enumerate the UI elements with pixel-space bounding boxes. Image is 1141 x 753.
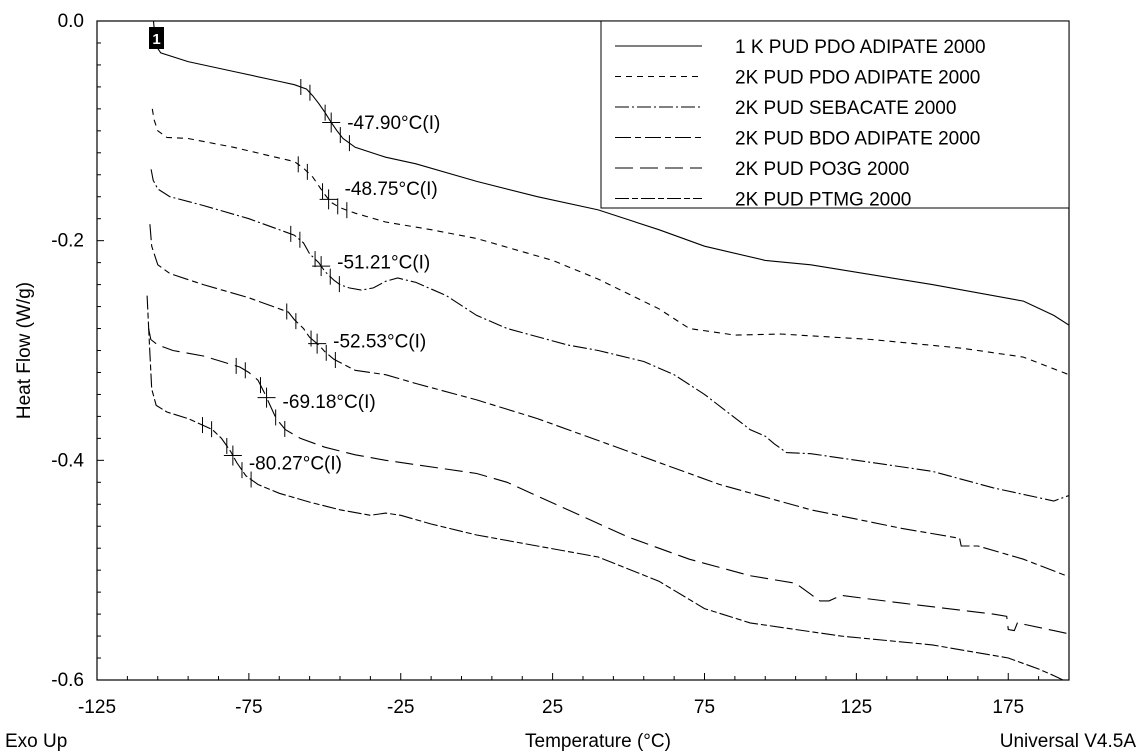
x-axis-label: Temperature (°C) xyxy=(525,731,671,752)
x-tick-label: 125 xyxy=(841,697,873,718)
y-tick-label: 0.0 xyxy=(58,11,84,32)
transition-label: -51.21°C(I) xyxy=(337,253,430,274)
y-tick-label: -0.4 xyxy=(51,450,84,471)
legend-entry-label: 2K PUD PO3G 2000 xyxy=(735,159,909,180)
x-tick-label: 175 xyxy=(992,697,1024,718)
legend-entry-label: 2K PUD SEBACATE 2000 xyxy=(735,98,956,119)
transition-label: -47.90°C(I) xyxy=(347,113,440,134)
transition-label: -48.75°C(I) xyxy=(345,179,438,200)
x-tick-label: -25 xyxy=(387,697,414,718)
start-marker-box xyxy=(149,27,164,49)
transition-label: -69.18°C(I) xyxy=(283,392,376,413)
start-marker: 1 xyxy=(149,27,164,49)
legend-entry-label: 2K PUD PTMG 2000 xyxy=(735,190,911,211)
x-tick-label: -75 xyxy=(235,697,262,718)
x-tick-label: -125 xyxy=(78,697,116,718)
curves-layer xyxy=(146,21,1069,680)
exo-up-label: Exo Up xyxy=(5,731,67,752)
transition-label: -52.53°C(I) xyxy=(333,332,426,353)
series-line-5 xyxy=(148,328,1069,635)
software-version-label: Universal V4.5A xyxy=(1000,731,1137,752)
legend-box xyxy=(600,20,1070,209)
annotations-layer: -47.90°C(I) -48.75°C(I) -51.21°C(I) -52.53°… xyxy=(201,79,440,488)
series-line-3 xyxy=(150,169,1069,502)
ticks-layer: -125 -75 -25 25 75 125 175 0.0 -0.2 -0.4 -0.6 xyxy=(51,11,1070,718)
series-line-6 xyxy=(146,295,1064,680)
legend-entry-label: 2K PUD BDO ADIPATE 2000 xyxy=(735,129,980,150)
y-tick-label: -0.6 xyxy=(51,670,84,691)
series-line-1 xyxy=(152,21,1069,326)
legend-entry-label: 1 K PUD PDO ADIPATE 2000 xyxy=(735,37,986,58)
y-axis-label: Heat Flow (W/g) xyxy=(14,282,35,419)
series-line-2 xyxy=(151,108,1069,376)
x-tick-label: 25 xyxy=(542,697,563,718)
y-tick-label: -0.2 xyxy=(51,231,84,252)
series-line-4 xyxy=(149,224,1069,578)
legend-entry-label: 2K PUD PDO ADIPATE 2000 xyxy=(735,68,980,89)
plot-frame xyxy=(96,20,1070,681)
start-marker-label: 1 xyxy=(152,31,160,48)
legend: 1 K PUD PDO ADIPATE 2000 2K PUD PDO ADIPA… xyxy=(600,20,1070,211)
transition-label: -80.27°C(I) xyxy=(249,454,342,475)
x-tick-label: 75 xyxy=(694,697,715,718)
